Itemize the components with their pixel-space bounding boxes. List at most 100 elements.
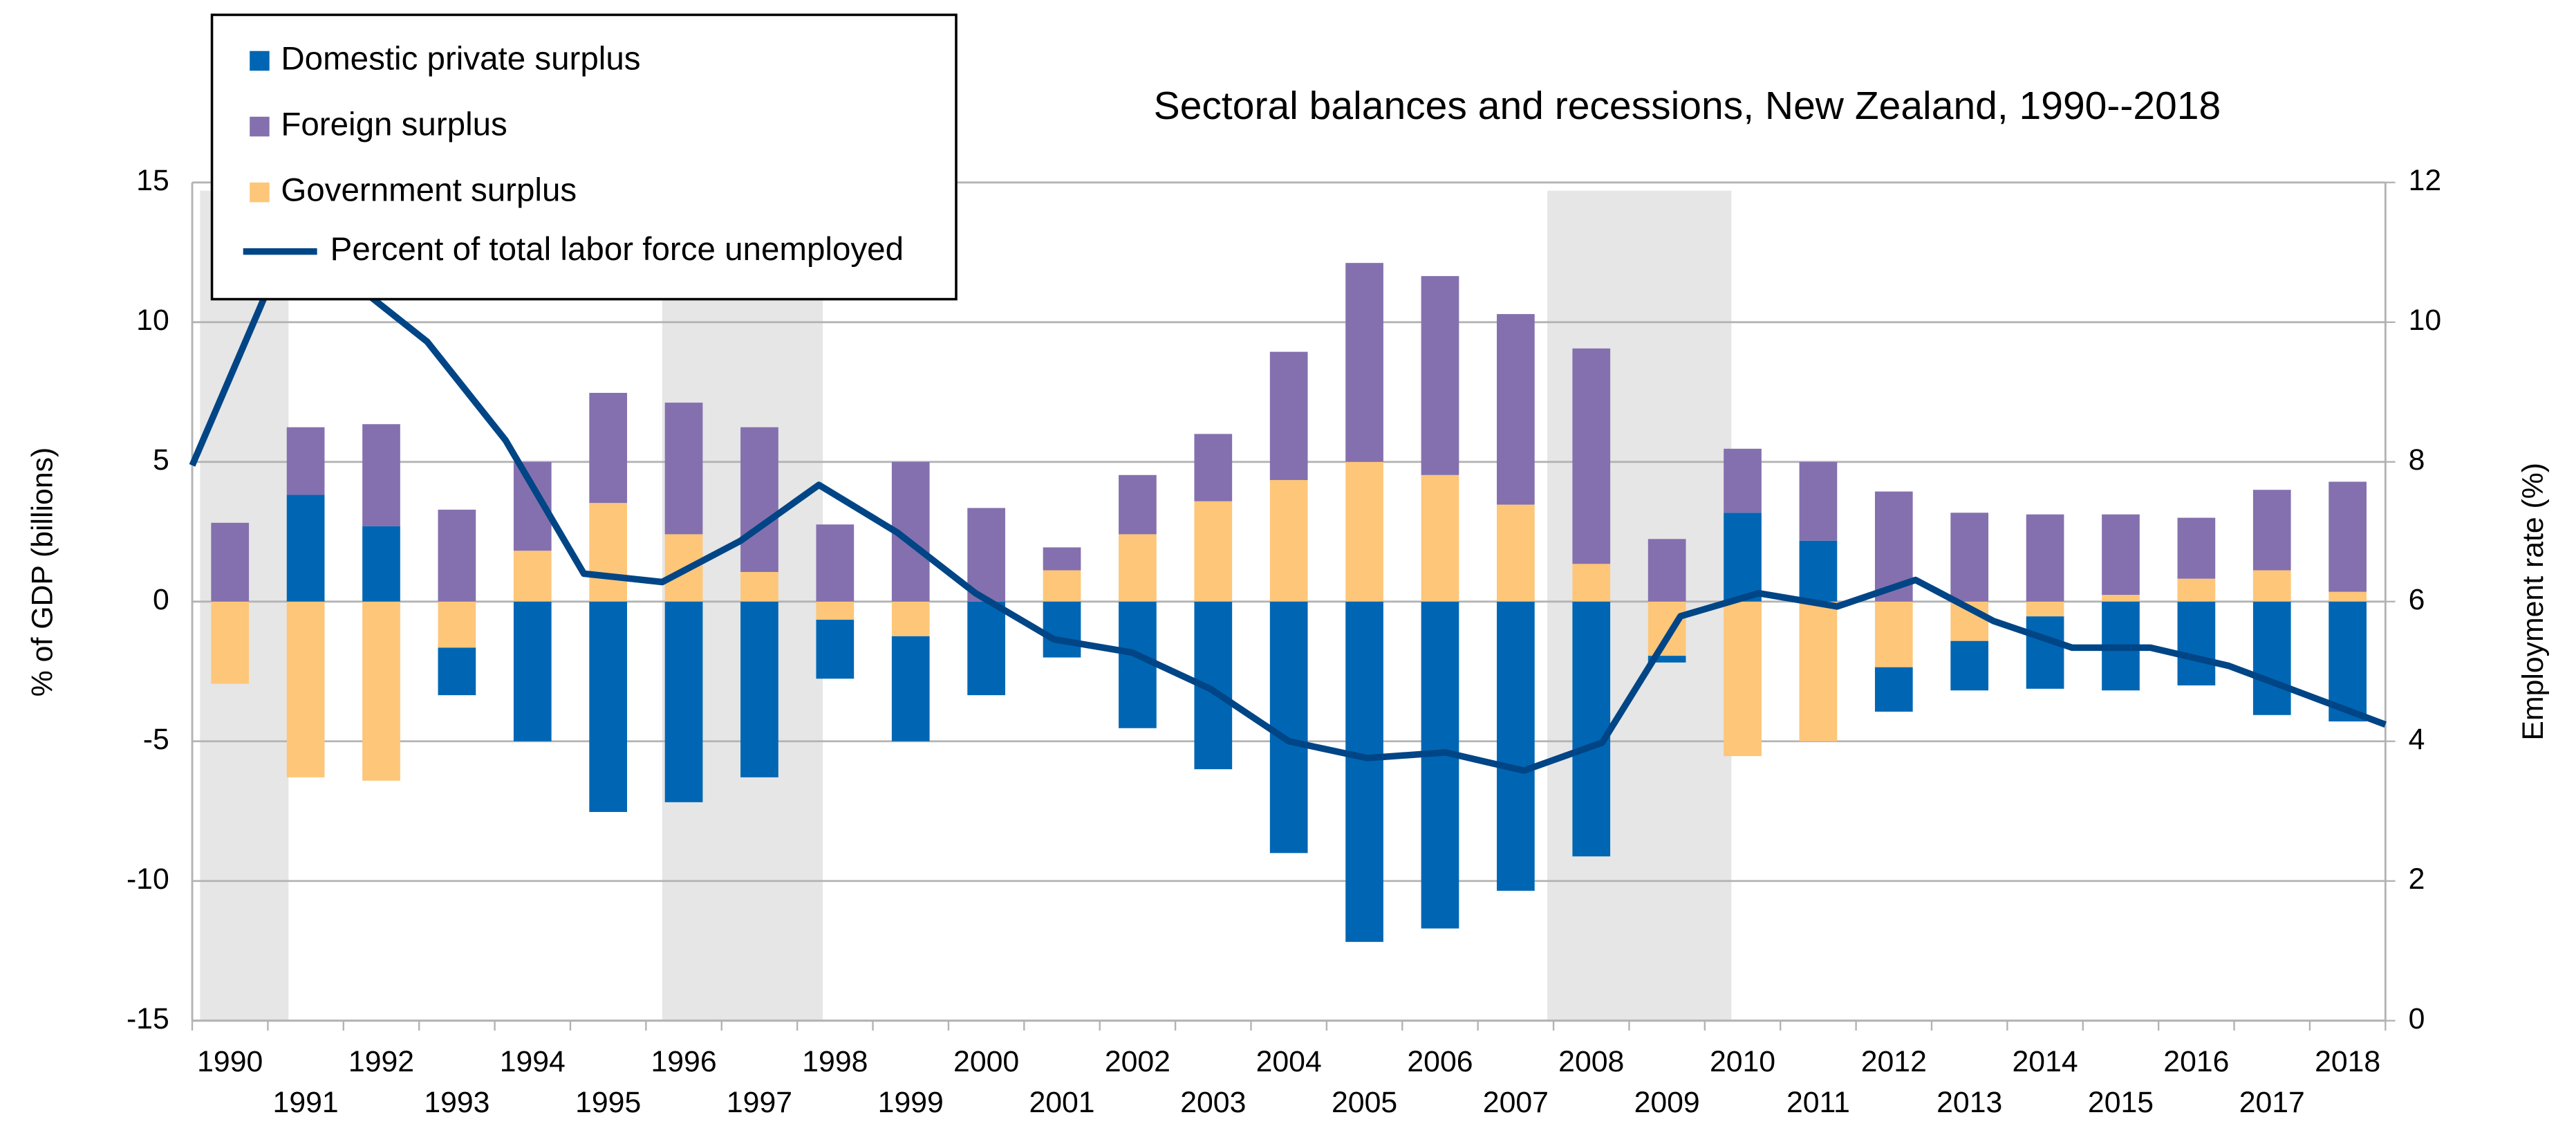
- bar: [740, 427, 778, 572]
- line: [189, 276, 2387, 774]
- y-axis-label: % of GDP (billions): [26, 448, 59, 696]
- bar: [1874, 667, 1913, 712]
- bar: [1724, 513, 1762, 602]
- x-tick-label: 2010: [1710, 1045, 1775, 1078]
- x-tick-label: 2016: [2163, 1045, 2229, 1078]
- x-tick-label: 2017: [2239, 1086, 2305, 1119]
- y2-tick-label: 4: [2409, 723, 2425, 756]
- bar: [1950, 513, 1989, 602]
- bar: [2177, 601, 2216, 685]
- legend-label: Domestic private surplus: [281, 41, 640, 77]
- bar: [2252, 601, 2291, 715]
- bar: [1572, 601, 1611, 857]
- bar: [1572, 564, 1611, 602]
- x-tick-label: 1997: [727, 1086, 792, 1119]
- legend-marker: [250, 182, 270, 203]
- bar: [1119, 534, 1157, 602]
- y2-tick-label: 12: [2409, 164, 2442, 197]
- y-tick-label: 15: [136, 164, 169, 197]
- bar: [1194, 501, 1233, 602]
- x-tick-label: 2014: [2013, 1045, 2078, 1078]
- bar: [740, 571, 778, 602]
- x-tick-label: 1998: [802, 1045, 868, 1078]
- bar: [513, 601, 552, 741]
- bar: [589, 503, 628, 602]
- bar: [589, 393, 628, 504]
- y-tick-label: -10: [127, 862, 169, 896]
- x-tick-label: 1996: [651, 1045, 716, 1078]
- bar: [362, 424, 400, 526]
- bar: [1421, 474, 1459, 602]
- bar: [1345, 601, 1383, 942]
- bar: [816, 524, 855, 602]
- x-tick-label: 1994: [500, 1045, 566, 1078]
- y-tick-label: -5: [143, 723, 169, 756]
- bar: [1648, 601, 1686, 656]
- bar: [1572, 348, 1611, 564]
- bar: [664, 403, 703, 535]
- x-tick-label: 1999: [878, 1086, 944, 1119]
- x-tick-label: 1995: [575, 1086, 641, 1119]
- bar: [1497, 601, 1535, 891]
- x-tick-label: 2004: [1256, 1045, 1322, 1078]
- bar: [438, 509, 476, 602]
- bar: [1345, 461, 1383, 602]
- bar: [2102, 514, 2140, 596]
- x-tick-label: 2012: [1861, 1045, 1927, 1078]
- bar: [1119, 601, 1157, 728]
- x-tick-label: 2001: [1029, 1086, 1094, 1119]
- bar: [2026, 601, 2064, 617]
- bar: [1799, 540, 1838, 602]
- bar: [286, 601, 325, 777]
- bar: [438, 601, 476, 648]
- bar: [1648, 656, 1686, 663]
- x-tick-label: 2009: [1634, 1086, 1700, 1119]
- bar: [1648, 539, 1686, 602]
- x-tick-label: 2000: [953, 1045, 1019, 1078]
- legend: Domestic private surplus Foreign surplus G…: [210, 13, 958, 301]
- bar: [2177, 517, 2216, 579]
- y2-axis-label: Employment rate (%): [2517, 463, 2550, 741]
- y-tick-label: 0: [153, 583, 169, 616]
- bar: [1119, 474, 1157, 535]
- bar: [211, 522, 250, 602]
- bar: [1724, 601, 1762, 757]
- legend-marker: [250, 116, 270, 137]
- bar: [2252, 570, 2291, 602]
- x-tick-label: 1992: [348, 1045, 414, 1078]
- legend-marker: [250, 50, 270, 71]
- x-tick-label: 1990: [197, 1045, 263, 1078]
- bar: [2102, 595, 2140, 602]
- x-tick-label: 2008: [1558, 1045, 1624, 1078]
- bar: [1421, 601, 1459, 929]
- y2-tick-label: 2: [2409, 862, 2425, 896]
- x-tick-label: 2006: [1407, 1045, 1473, 1078]
- bar: [1043, 601, 1081, 658]
- bar: [2328, 591, 2367, 602]
- bar: [1043, 570, 1081, 602]
- bar: [2026, 514, 2064, 602]
- y2-tick-label: 6: [2409, 583, 2425, 616]
- bar: [1269, 351, 1308, 481]
- bar: [2328, 481, 2367, 592]
- bar: [740, 601, 778, 777]
- bar: [1194, 434, 1233, 501]
- bar: [967, 508, 1005, 602]
- bar: [2026, 616, 2064, 689]
- bar: [891, 636, 930, 741]
- bar: [816, 620, 855, 679]
- y2-tick-label: 0: [2409, 1002, 2425, 1035]
- y-tick-label: -15: [127, 1002, 169, 1035]
- bar: [2252, 490, 2291, 571]
- x-tick-label: 2018: [2315, 1045, 2380, 1078]
- bar: [1421, 276, 1459, 475]
- bar: [967, 601, 1005, 696]
- x-tick-label: 2015: [2088, 1086, 2154, 1119]
- bar: [1043, 547, 1081, 571]
- bar: [286, 495, 325, 602]
- x-tick-label: 1991: [273, 1086, 339, 1119]
- y2-tick-label: 10: [2409, 304, 2442, 337]
- chart-title: Sectoral balances and recessions, New Ze…: [1154, 84, 2221, 128]
- bar: [362, 601, 400, 781]
